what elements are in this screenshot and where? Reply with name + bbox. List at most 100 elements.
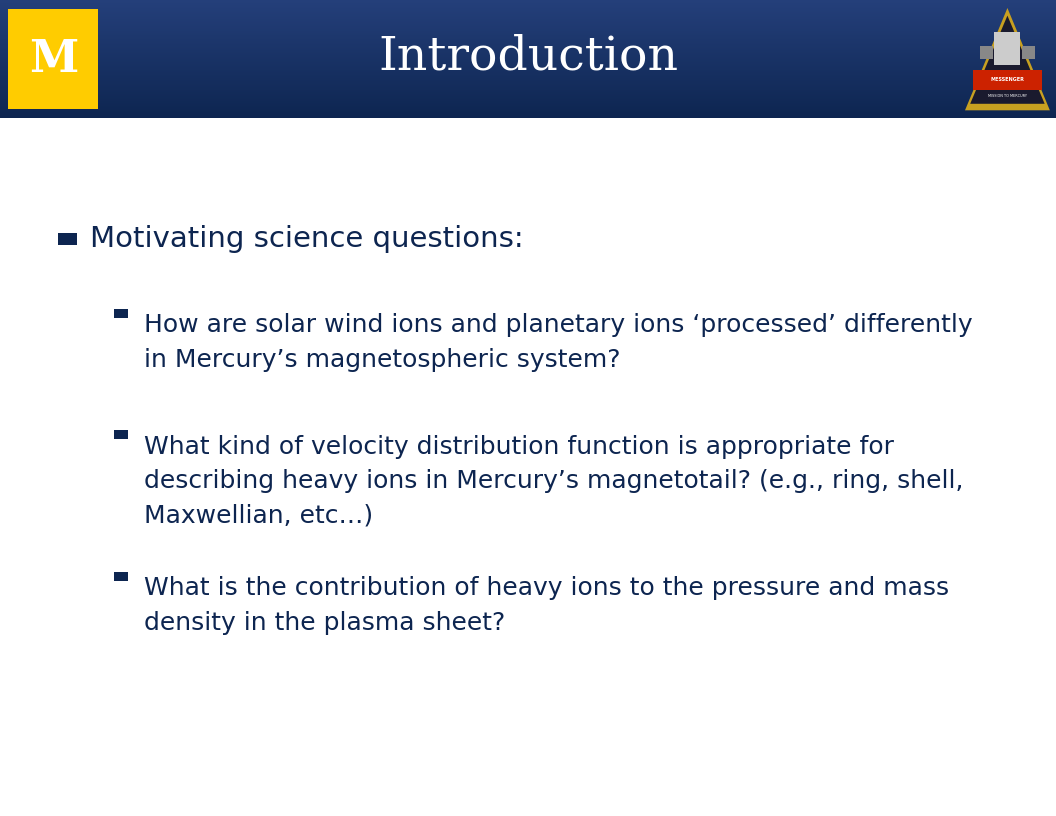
Bar [0, 51, 1056, 52]
Bar [114, 572, 128, 581]
Bar [0, 82, 1056, 83]
Bar [0, 19, 1056, 20]
Bar [0, 88, 1056, 89]
Bar [0, 4, 1056, 5]
Bar [0, 64, 1056, 65]
Bar [995, 32, 1020, 64]
Bar [0, 7, 1056, 8]
Bar [0, 57, 1056, 58]
Polygon shape [965, 8, 1050, 110]
Bar [0, 34, 1056, 35]
Bar [0, 58, 1056, 60]
Bar [0, 70, 1056, 71]
Bar [0, 37, 1056, 38]
Bar [0, 99, 1056, 100]
Bar [0, 28, 1056, 29]
Bar [0, 13, 1056, 14]
Text: MESSENGER: MESSENGER [991, 78, 1024, 82]
Bar [0, 32, 1056, 33]
Bar [114, 309, 128, 317]
Bar [0, 8, 1056, 9]
Bar [0, 61, 1056, 62]
Bar [0, 54, 1056, 55]
Bar [58, 233, 77, 245]
Bar [0, 93, 1056, 94]
Bar [0, 101, 1056, 103]
Bar [0, 56, 1056, 57]
Bar [0, 38, 1056, 39]
Bar [0, 35, 1056, 37]
Bar [0, 62, 1056, 63]
Bar [0, 90, 1056, 91]
Bar [0, 95, 1056, 96]
Bar [0, 84, 1056, 85]
Bar [0, 68, 1056, 69]
Bar [0, 24, 1056, 25]
Bar [0, 79, 1056, 80]
Bar [0, 78, 1056, 79]
Bar [0, 33, 1056, 34]
Bar [0, 49, 1056, 51]
Bar [0, 86, 1056, 88]
Bar [0, 113, 1056, 114]
Bar [973, 70, 1042, 90]
Bar [0, 55, 1056, 56]
Bar [0, 67, 1056, 68]
Bar [0, 103, 1056, 104]
Bar [0, 105, 1056, 107]
Bar [0, 60, 1056, 61]
Bar [0, 43, 1056, 44]
Bar [0, 109, 1056, 110]
Bar [0, 76, 1056, 77]
Bar [0, 53, 1056, 54]
Bar [0, 14, 1056, 15]
Bar [0, 48, 1056, 49]
Bar [0, 44, 1056, 46]
Bar [0, 11, 1056, 13]
Bar [0, 81, 1056, 82]
Bar [0, 91, 1056, 93]
Bar [0, 80, 1056, 81]
Bar [0, 110, 1056, 112]
Bar [0, 114, 1056, 115]
Bar [0, 9, 1056, 10]
Text: How are solar wind ions and planetary ions ‘processed’ differently
in Mercury’s : How are solar wind ions and planetary io… [144, 313, 973, 372]
Bar [0, 16, 1056, 17]
Bar [0, 96, 1056, 98]
Bar [0, 77, 1056, 78]
Bar [1022, 46, 1035, 60]
Bar [0, 100, 1056, 101]
Bar [0, 117, 1056, 118]
Bar [0, 5, 1056, 6]
Bar [0, 66, 1056, 67]
Bar [0, 52, 1056, 53]
Bar [0, 75, 1056, 76]
Bar [0, 25, 1056, 27]
Text: M: M [29, 38, 78, 81]
Bar [0, 112, 1056, 113]
Bar [0, 18, 1056, 19]
Polygon shape [970, 16, 1044, 104]
Bar [0, 108, 1056, 109]
Bar [0, 72, 1056, 73]
Bar [0, 17, 1056, 18]
Text: What is the contribution of heavy ions to the pressure and mass
density in the p: What is the contribution of heavy ions t… [144, 576, 948, 635]
Bar [0, 89, 1056, 90]
Bar [0, 15, 1056, 16]
Bar [0, 22, 1056, 23]
Bar [0, 41, 1056, 42]
Bar [0, 69, 1056, 70]
Bar [0, 83, 1056, 84]
Bar [0, 98, 1056, 99]
Bar [114, 430, 128, 439]
Bar [0, 39, 1056, 41]
Bar [0, 73, 1056, 74]
Bar [0, 47, 1056, 48]
Bar [0, 2, 1056, 3]
Bar [0, 71, 1056, 72]
Bar [0, 115, 1056, 117]
Bar [0, 10, 1056, 11]
Bar [0, 6, 1056, 7]
Bar [0, 30, 1056, 32]
Bar [0, 0, 1056, 1]
